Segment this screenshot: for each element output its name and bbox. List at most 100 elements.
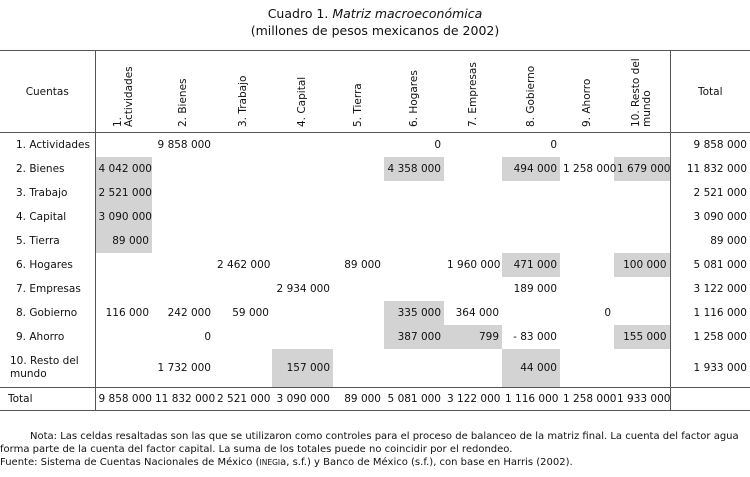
table-cell: 11 832 000 bbox=[155, 393, 216, 405]
table-cell bbox=[214, 325, 272, 349]
table-cell: 4 042 000 bbox=[95, 157, 152, 181]
table-cell: 157 000 bbox=[272, 349, 333, 388]
table-cell bbox=[333, 277, 384, 301]
table-row: 3. Trabajo 2 521 000 2 521 000 bbox=[0, 181, 750, 205]
table-cell bbox=[152, 253, 214, 277]
table-cell: 1 933 000 bbox=[614, 387, 671, 411]
table-cell bbox=[560, 277, 614, 301]
table-cell bbox=[444, 133, 502, 158]
header-column-label: 3. Trabajo bbox=[236, 75, 249, 127]
table-cell bbox=[272, 301, 333, 325]
table-cell bbox=[502, 181, 560, 205]
table-row: 5. Tierra 89 000 89 000 bbox=[0, 229, 750, 253]
row-total-cell: 9 858 000 bbox=[693, 139, 747, 151]
table-cell: 494 000 bbox=[502, 157, 560, 181]
table-cell bbox=[614, 132, 671, 157]
header-column-label: 1. Actividades bbox=[111, 66, 135, 127]
table-cell bbox=[384, 229, 444, 253]
table-cell bbox=[384, 181, 444, 205]
table-cell bbox=[333, 301, 384, 325]
header-column: 8. Gobierno bbox=[502, 51, 560, 133]
table-cell bbox=[614, 349, 671, 388]
table-cell: - 83 000 bbox=[513, 331, 557, 343]
table-row: 7. Empresas 2 934 000 189 000 3 122 000 bbox=[0, 277, 750, 301]
table-cell: 1 679 000 bbox=[614, 157, 671, 181]
table-cell bbox=[444, 349, 502, 388]
table-cell bbox=[152, 205, 214, 229]
table-row: Total 9 858 000 11 832 000 2 521 000 3 090 0… bbox=[0, 387, 750, 411]
table-cell bbox=[614, 277, 671, 301]
caption-number: Cuadro 1. bbox=[267, 6, 333, 21]
table-cell: 4 358 000 bbox=[384, 157, 444, 181]
header-column: 10. Resto del mundo bbox=[614, 50, 671, 133]
table-cell: 242 000 bbox=[167, 307, 211, 319]
table-cell: 471 000 bbox=[502, 253, 560, 277]
header-column-label: 10. Resto del mundo bbox=[629, 58, 653, 127]
table-cell bbox=[333, 157, 384, 181]
table-cell: 0 bbox=[604, 307, 611, 319]
table-cell: 89 000 bbox=[344, 259, 381, 271]
caption-title: Matriz macroeconómica bbox=[332, 6, 483, 21]
row-label: 10. Resto del mundo bbox=[0, 349, 96, 388]
header-column-label: 2. Bienes bbox=[176, 78, 189, 127]
table-cell bbox=[95, 349, 152, 388]
header-column-label: 4. Capital bbox=[296, 76, 308, 127]
table-cell: 116 000 bbox=[105, 307, 149, 319]
table-caption: Cuadro 1. Matriz macroeconómica (millone… bbox=[0, 0, 750, 45]
table-cell bbox=[502, 229, 560, 253]
table-cell bbox=[95, 133, 152, 158]
table-cell: 9 858 000 bbox=[157, 139, 211, 151]
row-total-cell: 1 116 000 bbox=[693, 307, 747, 319]
table-cell: 1 258 000 bbox=[563, 163, 617, 175]
table-cell bbox=[214, 205, 272, 229]
row-total-cell: 3 090 000 bbox=[693, 211, 747, 223]
table-cell bbox=[272, 181, 333, 205]
table-row: 1. Actividades 9 858 000 0 0 9 858 000 bbox=[0, 132, 750, 158]
table-cell: 2 521 000 bbox=[95, 181, 152, 205]
table-cell: 387 000 bbox=[384, 325, 444, 349]
table-cell bbox=[560, 253, 614, 277]
table-cell bbox=[560, 133, 614, 158]
table-cell: 1 258 000 bbox=[563, 393, 617, 405]
header-column: 2. Bienes bbox=[152, 51, 214, 133]
table-cell bbox=[333, 349, 384, 388]
table-cell bbox=[444, 229, 502, 253]
table-cell: 2 521 000 bbox=[217, 393, 271, 405]
table-cell bbox=[444, 157, 502, 181]
row-label: 1. Actividades bbox=[0, 132, 96, 157]
header-total: Total bbox=[697, 85, 723, 98]
table-cell bbox=[214, 181, 272, 205]
caption-subtitle: (millones de pesos mexicanos de 2002) bbox=[250, 23, 500, 38]
table-row: 8. Gobierno 116 000 242 000 59 000 335 000 36… bbox=[0, 301, 750, 325]
table-cell bbox=[560, 349, 614, 388]
table-cell bbox=[272, 157, 333, 181]
table-cell bbox=[502, 301, 560, 325]
table-cell bbox=[384, 253, 444, 277]
table-cell: 1 732 000 bbox=[157, 362, 211, 374]
row-label: Total bbox=[0, 387, 96, 411]
table-row: 9. Ahorro 0 387 000 799 - 83 000 155 000 1 258… bbox=[0, 325, 750, 349]
table-note: Nota: Las celdas resaltadas son las que … bbox=[0, 430, 740, 469]
header-cuentas: Cuentas bbox=[0, 50, 96, 133]
table-cell bbox=[95, 253, 152, 277]
header-column: 1. Actividades bbox=[95, 51, 152, 133]
row-total-cell: 11 832 000 bbox=[686, 163, 747, 175]
header-column-label: 7. Empresas bbox=[466, 62, 479, 127]
table-cell: 0 bbox=[550, 139, 557, 151]
table-cell bbox=[614, 205, 671, 229]
header-column-label: 9. Ahorro bbox=[580, 78, 593, 127]
table-cell bbox=[272, 325, 333, 349]
table-cell: 3 090 000 bbox=[276, 393, 330, 405]
row-label: 5. Tierra bbox=[0, 229, 96, 253]
table-row: 6. Hogares 2 462 000 89 000 1 960 000 471 00… bbox=[0, 253, 750, 277]
table-cell bbox=[152, 277, 214, 301]
row-total-cell: 1 258 000 bbox=[693, 331, 747, 343]
table-cell: 3 122 000 bbox=[447, 393, 501, 405]
table-cell bbox=[333, 133, 384, 158]
table-cell bbox=[214, 277, 272, 301]
table-cell: 2 934 000 bbox=[276, 283, 330, 295]
source-text: Fuente: Sistema de Cuentas Nacionales de… bbox=[0, 456, 740, 469]
table-cell bbox=[152, 157, 214, 181]
table-cell bbox=[614, 301, 671, 325]
table-cell bbox=[214, 157, 272, 181]
